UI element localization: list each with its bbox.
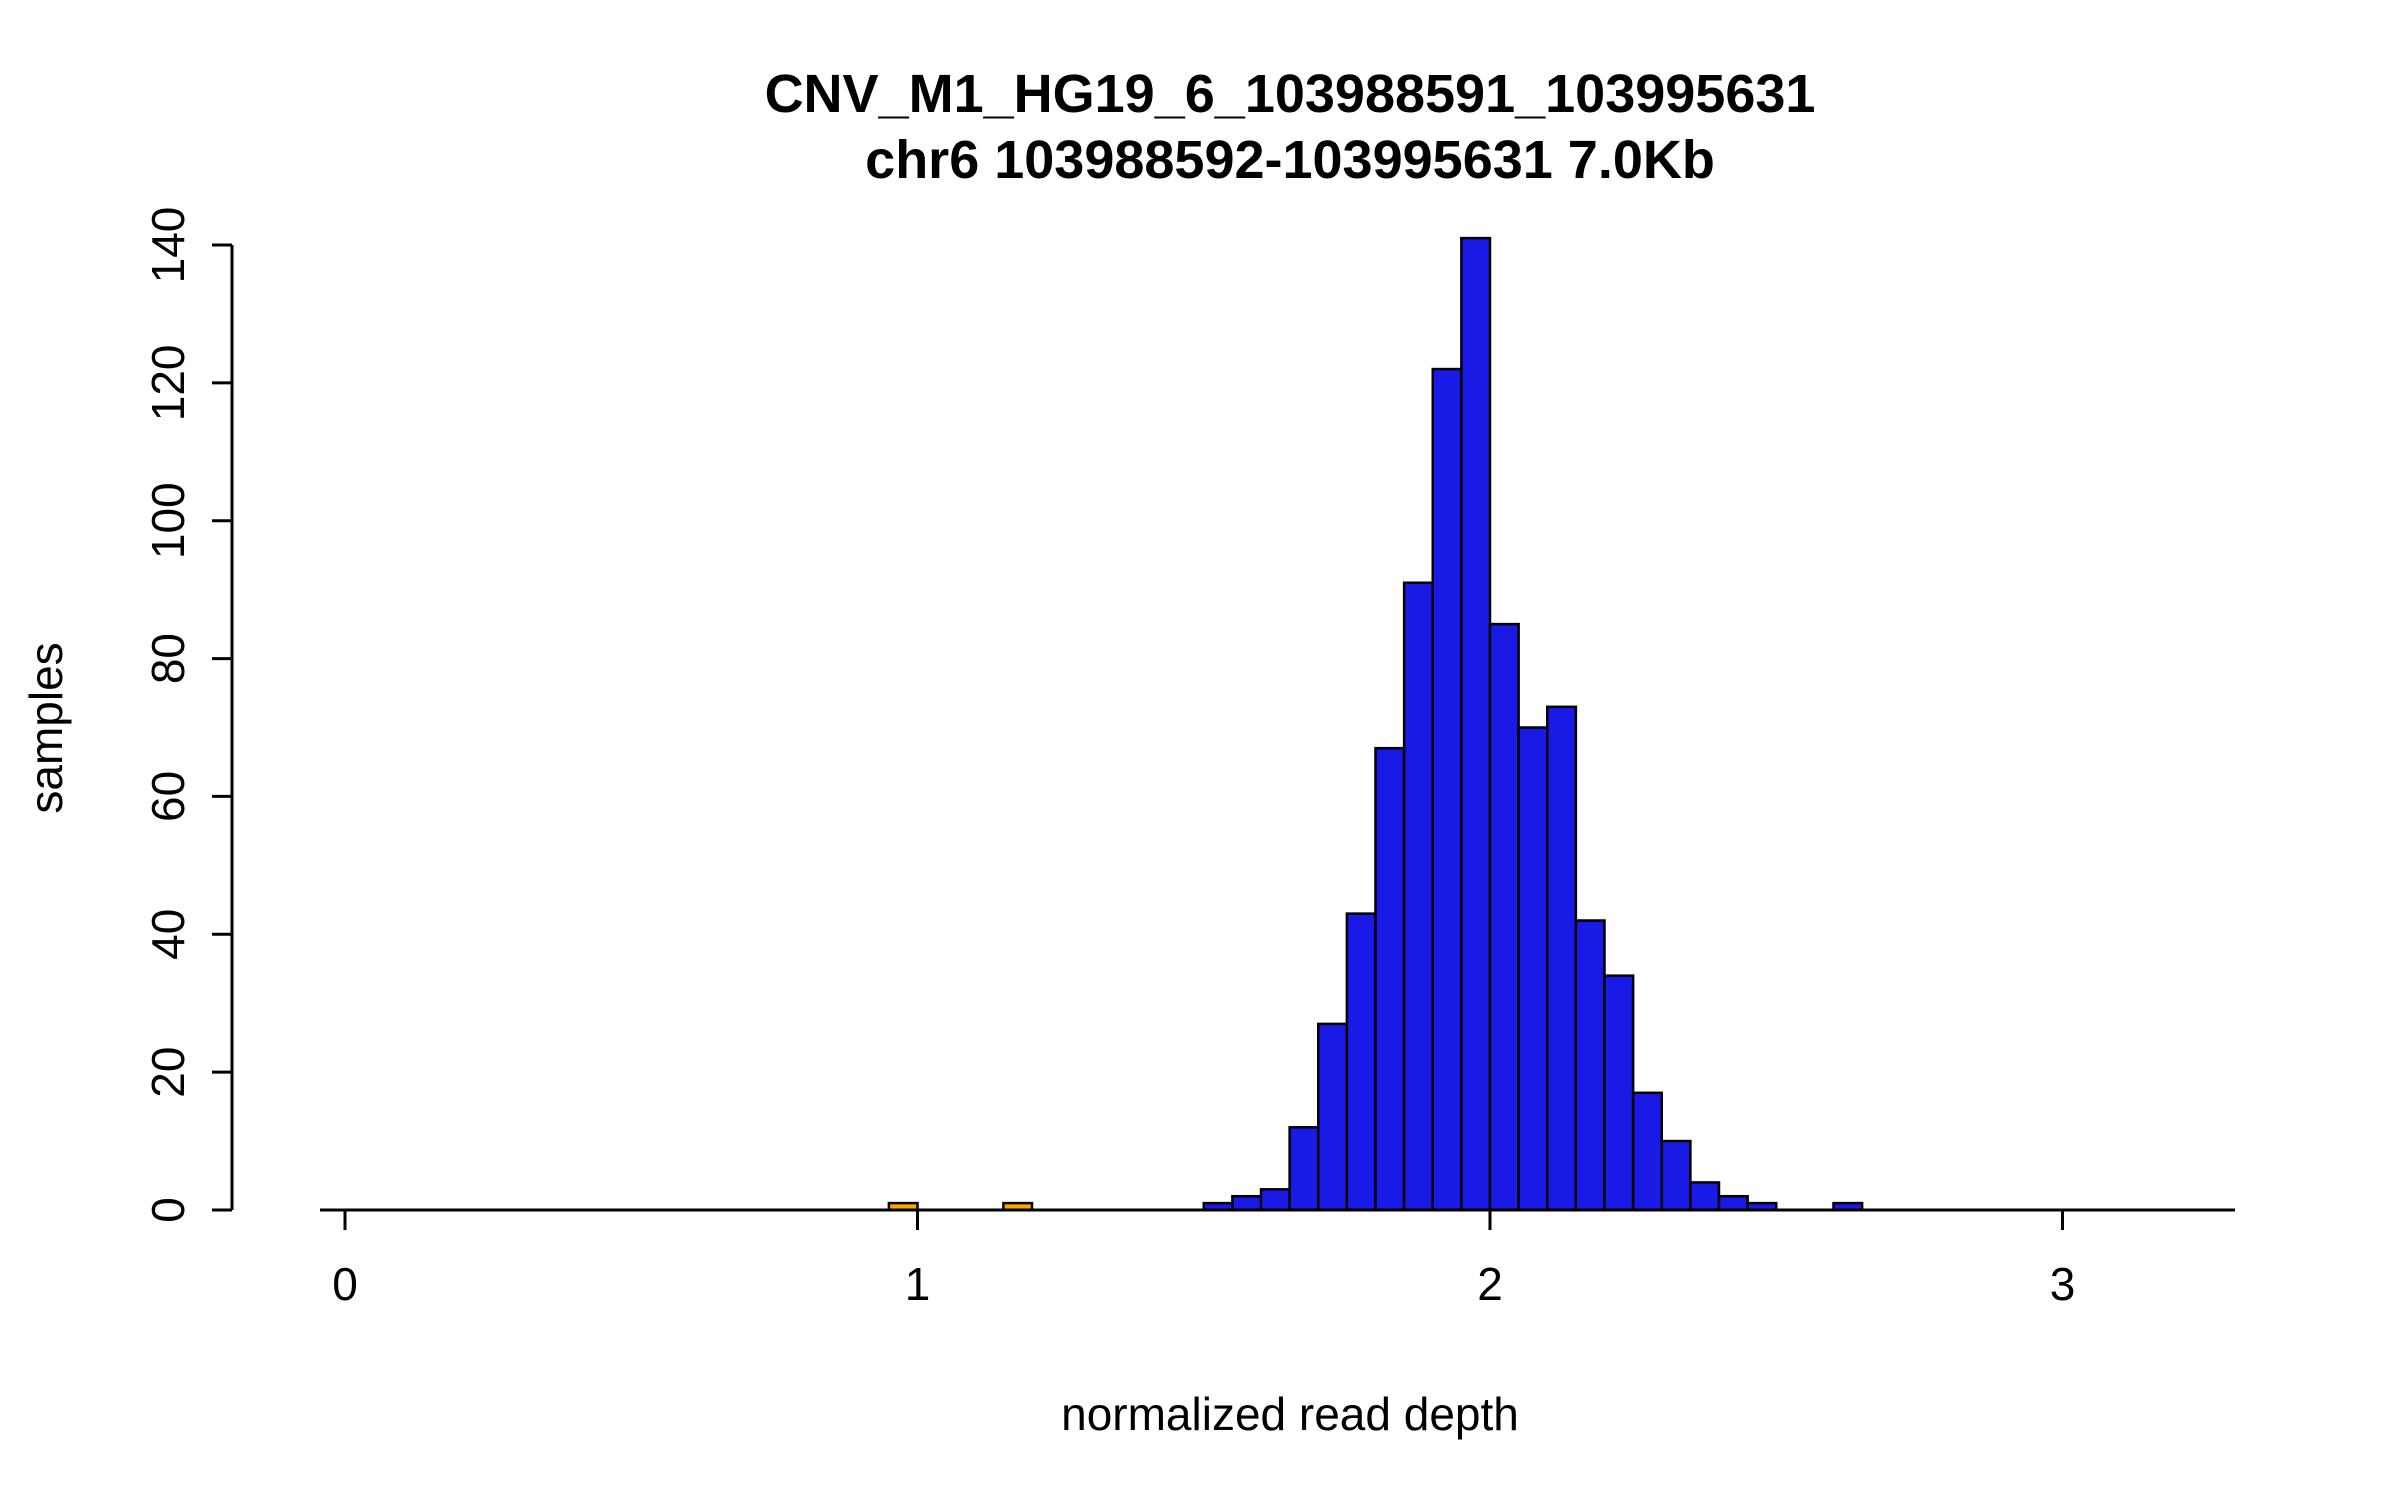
chart-subtitle: chr6 103988592-103995631 7.0Kb — [865, 130, 1715, 190]
chart-title: CNV_M1_HG19_6_103988591_103995631 — [765, 64, 1816, 124]
histogram-bar — [1717, 1194, 1749, 1212]
x-tick-label: 1 — [905, 1258, 931, 1310]
y-tick-label: 140 — [142, 207, 194, 284]
histogram-bar — [1288, 1126, 1320, 1212]
y-tick-label: 40 — [142, 909, 194, 960]
axes-group: 0 1 2 3 0 20 40 60 80 100 120 140 — [142, 207, 2235, 1310]
histogram-bar — [1631, 1091, 1663, 1212]
histogram-bar — [1231, 1194, 1263, 1212]
y-tick-label: 60 — [142, 771, 194, 822]
x-tick-label: 2 — [1477, 1258, 1503, 1310]
y-tick-label: 100 — [142, 482, 194, 559]
histogram-bar — [1345, 912, 1377, 1212]
histogram-bar — [1259, 1188, 1291, 1212]
x-tick-label: 3 — [2050, 1258, 2076, 1310]
bars-group — [887, 236, 1864, 1212]
histogram-bar — [1517, 726, 1549, 1212]
y-axis-title: samples — [20, 642, 72, 813]
histogram-bar — [1460, 236, 1492, 1212]
histogram-bar — [1488, 622, 1520, 1212]
histogram-bar — [1574, 919, 1606, 1212]
x-tick-label: 0 — [332, 1258, 358, 1310]
histogram-bar — [1546, 705, 1578, 1212]
histogram-bar — [1689, 1181, 1721, 1212]
y-tick-label: 120 — [142, 344, 194, 421]
histogram-bar — [1431, 367, 1463, 1212]
histogram-bar — [1402, 581, 1434, 1212]
x-axis-title: normalized read depth — [1061, 1388, 1519, 1440]
y-tick-label: 20 — [142, 1047, 194, 1098]
histogram-bar — [1374, 746, 1406, 1212]
y-tick-label: 0 — [142, 1197, 194, 1223]
histogram-bar — [1603, 974, 1635, 1212]
y-tick-label: 80 — [142, 633, 194, 684]
histogram-bar — [1317, 1022, 1349, 1212]
histogram-bar — [1660, 1139, 1692, 1212]
